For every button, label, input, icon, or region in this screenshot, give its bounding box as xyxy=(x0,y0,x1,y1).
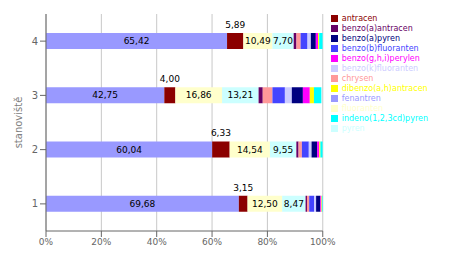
html-text:fluoranten: fluoranten xyxy=(341,104,384,113)
svg-text:3: 3 xyxy=(32,90,38,101)
svg-text:13,21: 13,21 xyxy=(227,90,253,100)
svg-text:4,00: 4,00 xyxy=(160,74,180,84)
svg-text:65,42: 65,42 xyxy=(124,36,150,46)
svg-text:20%: 20% xyxy=(91,237,111,247)
html-text:benzo(k)fluoranten: benzo(k)fluoranten xyxy=(341,64,419,73)
svg-text:stanoviště: stanoviště xyxy=(13,97,24,149)
svg-text:9,55: 9,55 xyxy=(273,145,293,155)
svg-text:4: 4 xyxy=(32,36,38,47)
html-text:antracen: antracen xyxy=(341,14,378,23)
svg-text:69,68: 69,68 xyxy=(130,199,156,209)
svg-text:5,89: 5,89 xyxy=(225,20,245,30)
svg-text:100%: 100% xyxy=(310,237,336,247)
svg-text:12,50: 12,50 xyxy=(252,199,278,209)
svg-text:60,04: 60,04 xyxy=(116,145,142,155)
html-text:benzo(a)antracen: benzo(a)antracen xyxy=(341,24,413,33)
html-text:indeno(1,2,3cd)pyren: indeno(1,2,3cd)pyren xyxy=(341,114,428,123)
svg-text:2: 2 xyxy=(32,144,38,155)
svg-text:80%: 80% xyxy=(257,237,277,247)
svg-text:6,33: 6,33 xyxy=(211,128,231,138)
html-text:benzo(a)pyren: benzo(a)pyren xyxy=(341,34,400,43)
svg-text:3,15: 3,15 xyxy=(233,183,253,193)
svg-text:14,54: 14,54 xyxy=(237,145,263,155)
svg-text:42,75: 42,75 xyxy=(92,90,118,100)
html-text:benzo(b)fluoranten: benzo(b)fluoranten xyxy=(341,44,419,53)
svg-text:1: 1 xyxy=(32,198,38,209)
svg-text:60%: 60% xyxy=(202,237,222,247)
svg-text:10,49: 10,49 xyxy=(245,36,271,46)
svg-text:0%: 0% xyxy=(39,237,54,247)
html-text:pyren: pyren xyxy=(341,124,365,133)
svg-text:7,70: 7,70 xyxy=(273,36,293,46)
svg-text:8,47: 8,47 xyxy=(284,199,304,209)
html-text:dibenzo(a,h)antracen: dibenzo(a,h)antracen xyxy=(341,84,428,93)
html-text:chrysen: chrysen xyxy=(341,74,374,83)
svg-text:16,86: 16,86 xyxy=(186,90,212,100)
html-text:benzo(g,h,i)perylen: benzo(g,h,i)perylen xyxy=(341,54,420,63)
svg-text:40%: 40% xyxy=(147,237,167,247)
html-text:fenantren: fenantren xyxy=(341,94,381,103)
